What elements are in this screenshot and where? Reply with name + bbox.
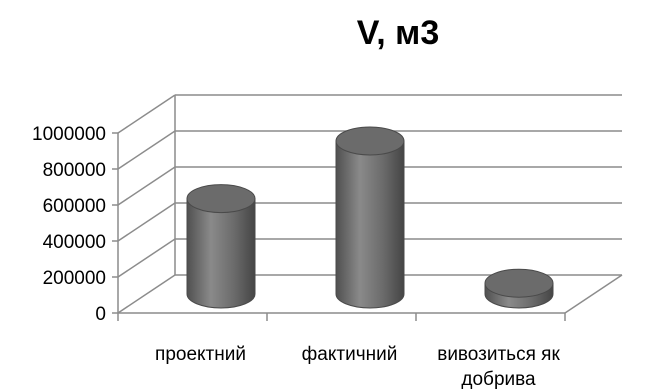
y-tick-label: 200000 [43, 268, 106, 289]
category-label: проектний [155, 344, 246, 365]
bar-body [186, 198, 256, 309]
bar-2 [335, 126, 405, 309]
bar-top [484, 268, 554, 298]
category-label-line: добрива [461, 369, 536, 390]
category-label: фактичний [302, 344, 398, 365]
bar-1 [186, 184, 256, 309]
bar-body [335, 140, 405, 309]
y-tick-label: 600000 [43, 196, 106, 217]
bar-3 [484, 268, 554, 309]
bar-series [186, 126, 554, 309]
y-tick-label: 800000 [43, 160, 106, 181]
category-label-line: фактичний [302, 344, 398, 365]
bar-top [335, 126, 405, 156]
category-label-line: проектний [155, 344, 246, 365]
gridline-side [117, 166, 176, 206]
category-label-line: вивозиться як [437, 344, 560, 365]
y-tick-label: 400000 [43, 232, 106, 253]
chart-title: V, м3 [357, 14, 440, 52]
y-tick-label: 0 [95, 304, 106, 325]
x-axis-categories: проектний фактичний вивозиться як добрива [155, 344, 560, 390]
y-tick-label: 1000000 [32, 124, 106, 145]
category-label: вивозиться як добрива [437, 344, 560, 390]
gridline-side [117, 274, 176, 314]
y-axis-ticks: 0 200000 400000 600000 800000 1000000 [32, 124, 106, 325]
gridline-side [117, 202, 176, 242]
gridline-side [117, 94, 176, 134]
floor-right-edge [564, 274, 623, 314]
gridline-side [117, 130, 176, 170]
gridline-side [117, 238, 176, 278]
bar-top [186, 184, 256, 214]
